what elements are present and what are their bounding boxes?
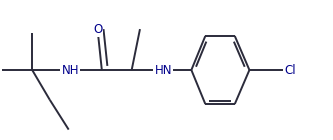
Text: Cl: Cl [284,64,296,76]
Text: HN: HN [155,64,172,76]
Text: O: O [93,23,102,36]
Text: NH: NH [62,64,79,76]
